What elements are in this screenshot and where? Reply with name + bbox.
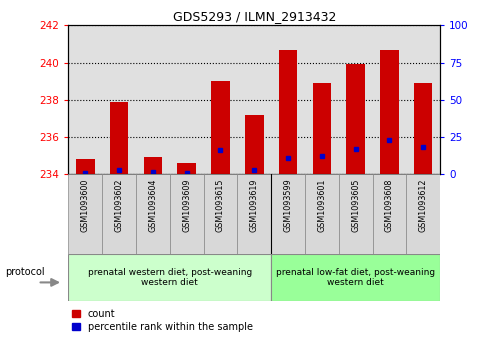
Bar [338,174,372,254]
Bar [76,159,95,174]
Text: GSM1093602: GSM1093602 [114,178,123,232]
Text: prenatal low-fat diet, post-weaning
western diet: prenatal low-fat diet, post-weaning west… [276,268,434,287]
Bar [278,50,297,174]
Bar [372,174,406,254]
Text: GSM1093600: GSM1093600 [81,178,90,232]
Bar [177,163,196,174]
Text: GSM1093612: GSM1093612 [418,178,427,232]
Text: GSM1093605: GSM1093605 [350,178,359,232]
Bar [211,81,229,174]
Text: GSM1093615: GSM1093615 [216,178,224,232]
Bar [68,254,271,301]
Bar [102,174,136,254]
Bar [271,254,439,301]
Bar [169,174,203,254]
Title: GDS5293 / ILMN_2913432: GDS5293 / ILMN_2913432 [172,10,335,23]
Bar [271,174,305,254]
Bar [346,65,364,174]
Text: prenatal western diet, post-weaning
western diet: prenatal western diet, post-weaning west… [87,268,251,287]
Bar [406,174,439,254]
Text: GSM1093609: GSM1093609 [182,178,191,232]
Text: protocol: protocol [5,267,44,277]
Bar [244,115,263,174]
Bar [312,83,330,174]
Text: GSM1093608: GSM1093608 [384,178,393,232]
Text: GSM1093601: GSM1093601 [317,178,325,232]
Bar [413,83,431,174]
Bar [237,174,271,254]
Bar [143,158,162,174]
Text: GSM1093619: GSM1093619 [249,178,258,232]
Bar [136,174,169,254]
Bar [203,174,237,254]
Bar [68,174,102,254]
Legend: count, percentile rank within the sample: count, percentile rank within the sample [68,305,256,336]
Text: GSM1093604: GSM1093604 [148,178,157,232]
Bar [305,174,338,254]
Text: GSM1093599: GSM1093599 [283,178,292,232]
Bar [379,50,398,174]
Bar [110,102,128,174]
